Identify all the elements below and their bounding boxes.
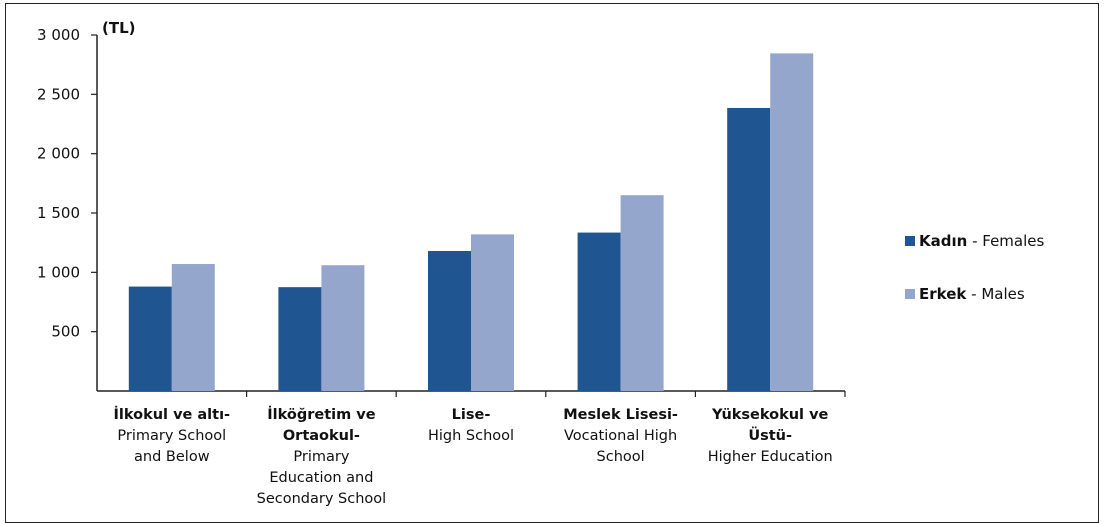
x-category-label: Meslek Lisesi- — [563, 407, 678, 423]
y-tick-label: 2 000 — [37, 145, 80, 163]
bar-males — [321, 265, 365, 391]
x-category-label: Ortaokul- — [283, 428, 360, 444]
x-category-label: Education and — [269, 470, 373, 486]
x-category-label: Secondary School — [257, 491, 387, 507]
legend-swatch — [905, 289, 915, 299]
x-category-label: and Below — [134, 449, 210, 465]
bar-females — [428, 250, 471, 391]
y-tick-label: 2 500 — [37, 85, 80, 103]
bar-males — [770, 53, 814, 391]
bar-males — [620, 195, 664, 391]
bar-females — [278, 287, 322, 391]
y-unit-label: (TL) — [102, 19, 136, 37]
x-category-label: Higher Education — [708, 449, 833, 465]
x-category-label: İlkokul ve altı- — [114, 406, 231, 423]
bar-females — [577, 232, 621, 391]
x-category-label: Primary — [293, 449, 349, 465]
legend-label: Erkek - Males — [919, 285, 1025, 303]
labels: İlkokul ve altı- Primary School and Below İ… — [114, 406, 833, 507]
x-category-label: İlköğretim ve — [267, 406, 375, 423]
x-category-label: High School — [428, 428, 514, 444]
y-tick-label: 1 500 — [37, 204, 80, 222]
bar-males — [471, 234, 514, 391]
bars — [128, 53, 814, 391]
x-category-label: Yüksekokul ve — [711, 407, 829, 423]
legend-swatch — [905, 236, 915, 246]
x-category-label: Lise- — [452, 407, 491, 423]
y-tick-label: 1 000 — [37, 263, 80, 281]
x-category-label: Primary School — [117, 428, 226, 444]
bar-females — [128, 286, 172, 391]
x-category-label: Üstü- — [748, 426, 792, 444]
y-tick-label: 3 000 — [37, 26, 80, 44]
x-category-label: School — [597, 449, 645, 465]
legend: Kadın - Females Erkek - Males — [905, 232, 1044, 303]
legend-label: Kadın - Females — [919, 232, 1044, 250]
bar-females — [727, 107, 771, 391]
bar-males — [171, 264, 215, 391]
axes: 500 1 000 1 500 2 000 2 500 3 000 (TL) — [37, 19, 846, 397]
y-tick-label: 500 — [51, 323, 80, 341]
x-category-label: Vocational High — [564, 428, 677, 444]
